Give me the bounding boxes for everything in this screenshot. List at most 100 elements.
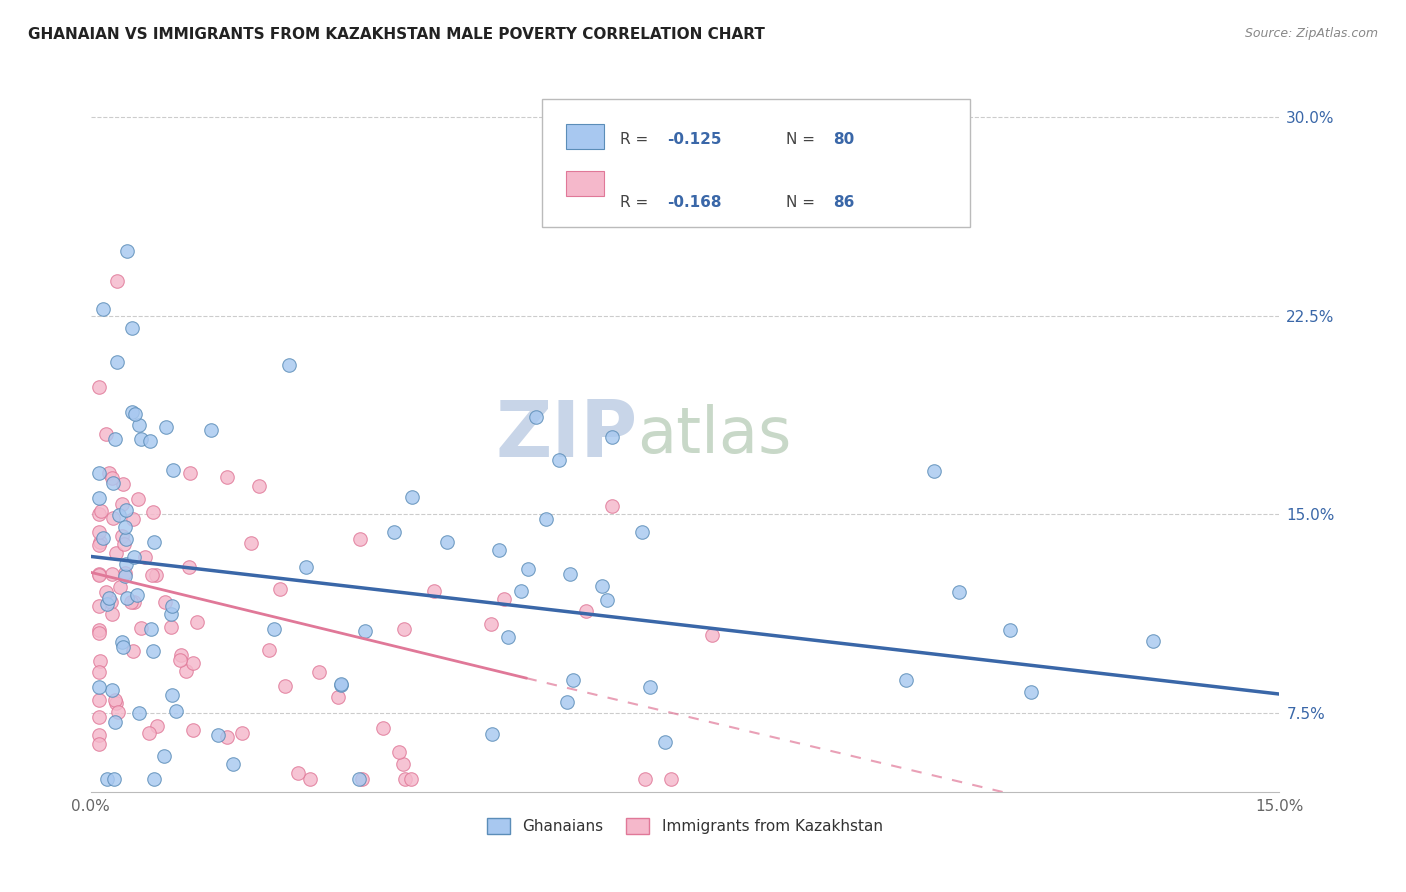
Point [139, 434, 162, 448]
Point [87, 524, 110, 539]
Point [127, 492, 149, 507]
Point [93, 302, 115, 317]
Point [591, 579, 613, 593]
Point [562, 673, 585, 687]
Point [488, 542, 510, 557]
Point [100, 567, 122, 582]
Point [104, 696, 127, 710]
Point [90, 504, 112, 518]
Text: 86: 86 [834, 195, 855, 210]
Point [128, 418, 150, 433]
Point [153, 749, 176, 764]
Point [98, 466, 121, 480]
Point [492, 592, 515, 607]
Point [174, 664, 197, 678]
Point [160, 620, 183, 634]
Text: ZIP: ZIP [495, 397, 637, 473]
Point [87, 508, 110, 522]
Text: R =: R = [620, 132, 652, 147]
Point [277, 358, 299, 372]
Point [659, 772, 682, 786]
Point [145, 568, 167, 582]
Point [162, 599, 184, 613]
Point [924, 464, 946, 478]
Point [179, 466, 201, 480]
Point [423, 584, 446, 599]
Point [101, 475, 124, 490]
Point [142, 505, 165, 519]
Point [330, 678, 353, 692]
Point [100, 595, 122, 609]
Point [207, 728, 229, 742]
Point [101, 511, 124, 525]
Point [181, 723, 204, 737]
Point [287, 766, 309, 780]
Point [124, 407, 146, 421]
Point [330, 677, 353, 691]
Point [259, 642, 281, 657]
Point [101, 471, 124, 485]
Point [138, 726, 160, 740]
Point [112, 476, 135, 491]
Point [111, 497, 134, 511]
Point [217, 730, 239, 744]
Point [121, 321, 143, 335]
Point [128, 706, 150, 720]
Point [557, 695, 579, 709]
Point [94, 427, 117, 442]
Point [122, 550, 145, 565]
Point [122, 644, 145, 658]
Point [96, 597, 118, 611]
Point [371, 721, 394, 735]
Point [104, 546, 127, 560]
Point [1142, 634, 1164, 648]
Point [141, 568, 163, 582]
Point [498, 631, 520, 645]
Point [240, 535, 263, 549]
Point [399, 772, 422, 786]
Point [631, 524, 654, 539]
Point [108, 508, 131, 522]
Point [87, 626, 110, 640]
Point [94, 585, 117, 599]
Point [101, 682, 124, 697]
Text: -0.168: -0.168 [666, 195, 721, 210]
Point [516, 562, 538, 576]
Point [120, 595, 142, 609]
Point [115, 591, 138, 606]
Point [162, 463, 184, 477]
Point [160, 688, 183, 702]
Point [89, 655, 111, 669]
Point [114, 568, 136, 582]
Point [131, 432, 153, 446]
Point [104, 432, 127, 446]
Point [510, 584, 533, 599]
Point [87, 665, 110, 680]
Point [87, 466, 110, 480]
Point [179, 559, 201, 574]
Point [436, 534, 458, 549]
Point [111, 640, 134, 655]
Point [155, 420, 177, 434]
Point [392, 757, 415, 772]
Text: GHANAIAN VS IMMIGRANTS FROM KAZAKHSTAN MALE POVERTY CORRELATION CHART: GHANAIAN VS IMMIGRANTS FROM KAZAKHSTAN M… [28, 27, 765, 42]
Point [112, 536, 135, 550]
Point [115, 503, 138, 517]
Text: Source: ZipAtlas.com: Source: ZipAtlas.com [1244, 27, 1378, 40]
Point [108, 580, 131, 594]
Point [295, 560, 318, 574]
Point [263, 622, 285, 636]
Point [388, 746, 411, 760]
Point [894, 673, 917, 688]
Point [87, 599, 110, 614]
Point [221, 757, 243, 772]
Text: 80: 80 [834, 132, 855, 147]
Point [299, 772, 322, 786]
Text: N =: N = [786, 195, 820, 210]
Point [89, 535, 111, 549]
Point [101, 607, 124, 621]
Point [548, 453, 571, 467]
Point [558, 566, 581, 581]
FancyBboxPatch shape [567, 171, 605, 196]
Point [87, 491, 110, 505]
